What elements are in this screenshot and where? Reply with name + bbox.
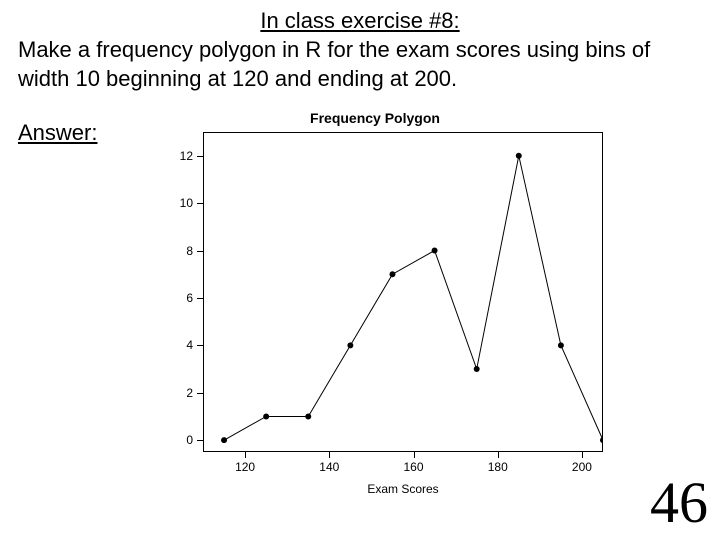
y-tick-label: 8 xyxy=(175,244,193,258)
x-tick xyxy=(329,452,330,458)
exercise-title: In class exercise #8: xyxy=(0,0,720,34)
y-tick xyxy=(197,156,203,157)
x-tick-label: 120 xyxy=(235,460,255,474)
instruction-text: Make a frequency polygon in R for the ex… xyxy=(0,34,720,101)
y-tick xyxy=(197,251,203,252)
y-tick xyxy=(197,393,203,394)
x-tick-label: 180 xyxy=(488,460,508,474)
x-tick xyxy=(498,452,499,458)
y-tick-label: 4 xyxy=(175,338,193,352)
polygon-line xyxy=(203,132,603,452)
y-tick-label: 12 xyxy=(175,149,193,163)
y-tick xyxy=(197,203,203,204)
x-tick xyxy=(414,452,415,458)
x-tick-label: 200 xyxy=(572,460,592,474)
plot-area: Exam Scores 024681012120140160180200 xyxy=(175,132,615,472)
y-tick-label: 6 xyxy=(175,291,193,305)
chart-title: Frequency Polygon xyxy=(135,110,615,126)
y-tick xyxy=(197,440,203,441)
slide-number: 46 xyxy=(650,469,708,536)
answer-label: Answer: xyxy=(18,120,97,146)
chart-container: Frequency Polygon Exam Scores 0 2 4 6 8 10 12 1… xyxy=(135,110,615,520)
x-tick xyxy=(582,452,583,458)
x-tick-label: 140 xyxy=(319,460,339,474)
x-tick xyxy=(245,452,246,458)
y-tick-label: 2 xyxy=(175,386,193,400)
x-axis-title: Exam Scores xyxy=(203,482,603,496)
y-tick-label: 0 xyxy=(175,433,193,447)
y-tick xyxy=(197,345,203,346)
y-tick-label: 10 xyxy=(175,196,193,210)
x-tick-label: 160 xyxy=(404,460,424,474)
y-tick xyxy=(197,298,203,299)
